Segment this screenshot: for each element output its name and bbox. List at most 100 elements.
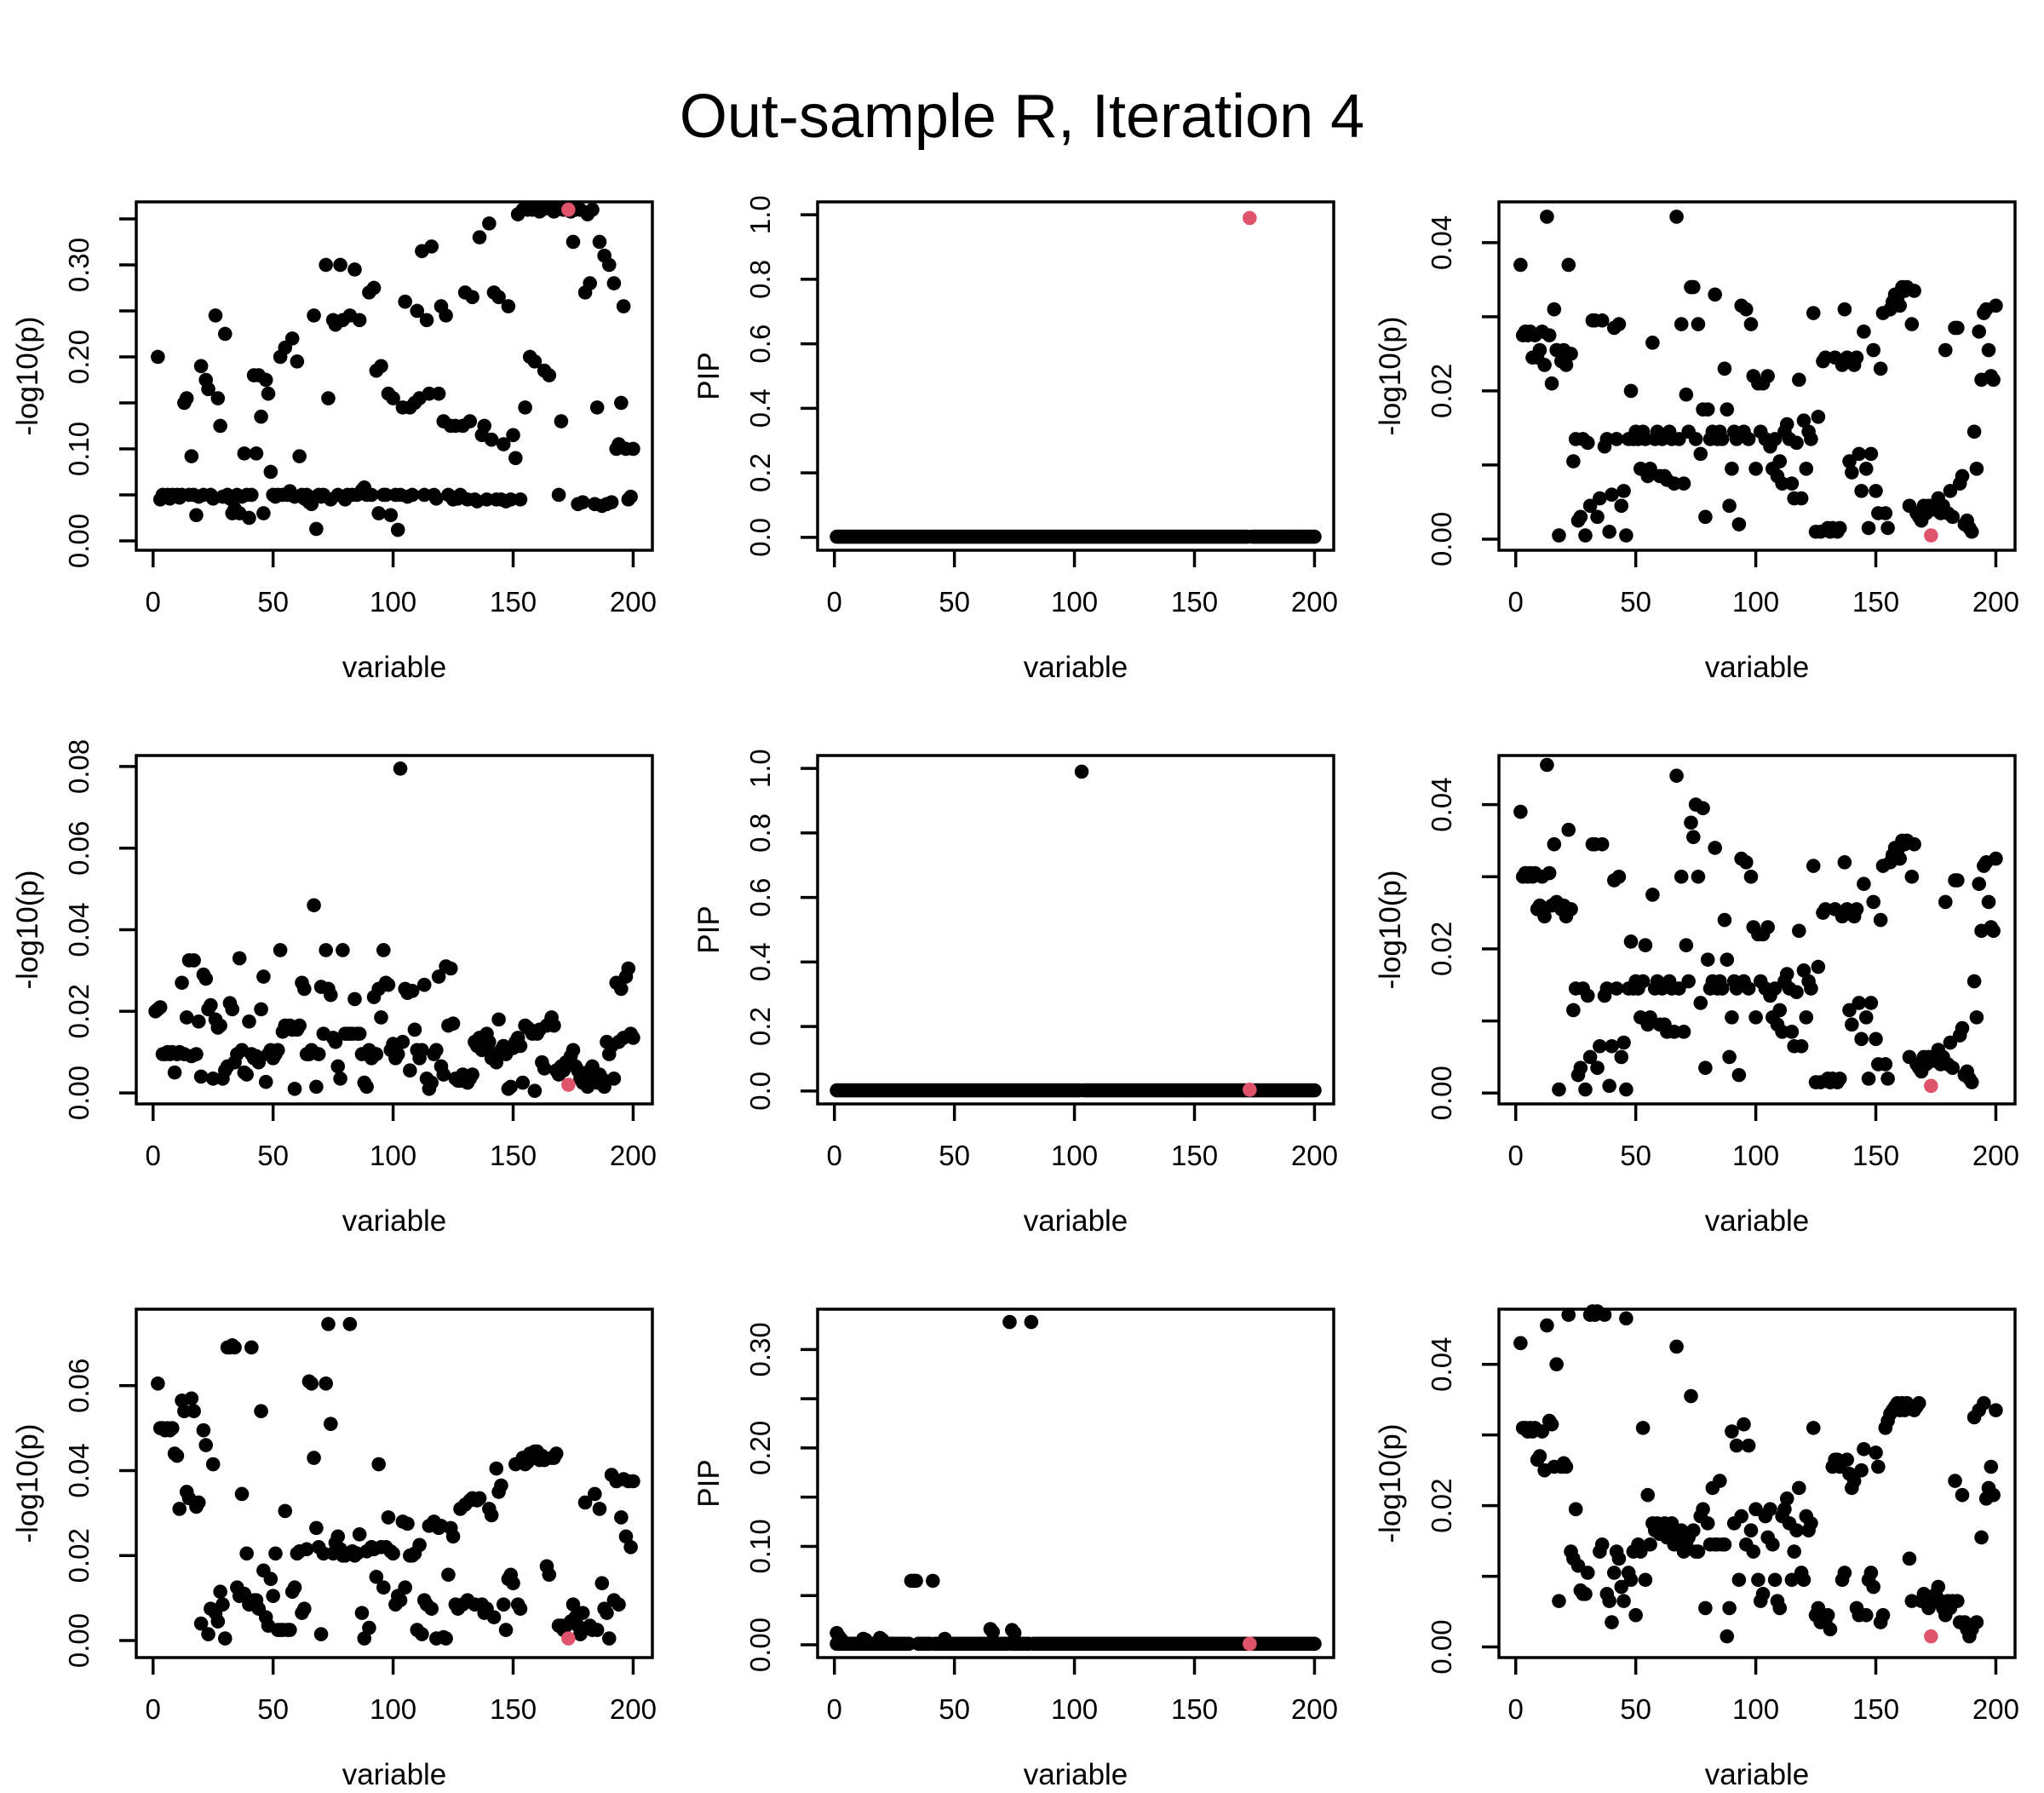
x-tick-label: 100 bbox=[1732, 1140, 1779, 1171]
data-point bbox=[1590, 1060, 1605, 1075]
data-point bbox=[1880, 1072, 1895, 1086]
data-point bbox=[1799, 461, 1814, 476]
data-point bbox=[1720, 402, 1735, 417]
data-point bbox=[1593, 491, 1607, 506]
data-point bbox=[405, 487, 420, 503]
data-point bbox=[1307, 529, 1322, 544]
data-point bbox=[244, 487, 259, 503]
data-point bbox=[398, 1580, 412, 1595]
x-tick-label: 100 bbox=[1732, 586, 1779, 618]
y-tick-label: 0.10 bbox=[63, 422, 95, 476]
data-point bbox=[352, 1026, 367, 1041]
data-point bbox=[354, 1606, 370, 1620]
data-point bbox=[1540, 757, 1554, 773]
data-point bbox=[1796, 963, 1811, 978]
data-point bbox=[1796, 1572, 1811, 1588]
data-point bbox=[1643, 461, 1657, 476]
x-axis: 0 50 100 150 200 variable bbox=[146, 1104, 657, 1238]
data-point bbox=[1964, 524, 1979, 539]
data-point bbox=[400, 1516, 415, 1532]
data-point bbox=[1846, 1474, 1862, 1488]
data-points bbox=[830, 1314, 1322, 1652]
plot-canvas: 0 50 100 150 200 variable 0.00 0.10 0.20 0.30 PIP bbox=[692, 1307, 1338, 1791]
highlight-point bbox=[1924, 528, 1938, 543]
data-point bbox=[1638, 938, 1653, 953]
data-point bbox=[1852, 996, 1867, 1010]
data-point bbox=[371, 506, 386, 520]
data-point bbox=[1594, 1537, 1610, 1552]
y-tick-label: 0.00 bbox=[63, 1613, 95, 1668]
data-point bbox=[381, 977, 396, 992]
plot-canvas: 0 50 100 150 200 variable 0.00 0.02 0.04 -log10(p… bbox=[1374, 1304, 2019, 1791]
data-point bbox=[1869, 1445, 1883, 1460]
data-point bbox=[1597, 1307, 1612, 1322]
data-point bbox=[254, 1002, 268, 1017]
data-point bbox=[424, 1075, 439, 1090]
data-point bbox=[1767, 981, 1783, 996]
data-point bbox=[198, 971, 214, 986]
data-point bbox=[1892, 851, 1908, 866]
data-point bbox=[1614, 498, 1629, 514]
data-point bbox=[232, 951, 247, 966]
scatter-plot-r2c3-neglog10p: 0 50 100 150 200 variable 0.00 0.02 0.04 -log10(p… bbox=[1363, 681, 2044, 1238]
data-point bbox=[1986, 1487, 2001, 1503]
data-point bbox=[597, 1079, 611, 1095]
data-point bbox=[1593, 1038, 1607, 1054]
data-point bbox=[1544, 376, 1559, 391]
data-point bbox=[1698, 1600, 1713, 1616]
data-point bbox=[465, 290, 479, 305]
data-point bbox=[1698, 1060, 1713, 1075]
scatter-plot-r1c2-pip: 0 50 100 150 200 variable 0.0 0.2 0.4 0.6 0.8 1.0 PI… bbox=[681, 128, 1363, 684]
data-point bbox=[1989, 298, 2003, 313]
data-point bbox=[1837, 1566, 1852, 1580]
y-tick-label: 1.0 bbox=[744, 195, 776, 234]
data-point bbox=[175, 975, 189, 991]
data-point bbox=[324, 1417, 338, 1431]
data-point bbox=[1854, 1032, 1869, 1047]
highlight-point bbox=[1243, 1636, 1257, 1652]
data-point bbox=[445, 1016, 461, 1031]
data-point bbox=[1594, 836, 1610, 852]
data-point bbox=[1007, 1625, 1022, 1641]
data-point bbox=[256, 969, 271, 984]
data-point bbox=[1840, 1452, 1854, 1468]
data-point bbox=[1720, 1629, 1735, 1644]
data-point bbox=[1989, 1403, 2003, 1417]
x-tick-label: 150 bbox=[490, 586, 537, 618]
data-point bbox=[1513, 257, 1528, 273]
data-point bbox=[606, 276, 622, 290]
data-point bbox=[1635, 1421, 1651, 1435]
data-point bbox=[374, 1010, 388, 1025]
data-point bbox=[1722, 1600, 1737, 1616]
data-point bbox=[614, 1510, 629, 1525]
y-tick-label: 0.02 bbox=[1426, 364, 1457, 418]
y-tick-label: 0.2 bbox=[744, 453, 776, 492]
x-axis: 0 50 100 150 200 variable bbox=[1508, 1104, 2019, 1238]
y-tick-label: 0.4 bbox=[744, 942, 776, 981]
data-point bbox=[369, 1047, 384, 1061]
x-tick-label: 50 bbox=[939, 1140, 970, 1171]
data-point bbox=[1731, 1067, 1747, 1083]
data-point bbox=[1875, 1607, 1891, 1623]
data-point bbox=[398, 294, 412, 309]
highlight-point bbox=[1243, 210, 1257, 226]
data-point bbox=[311, 1047, 326, 1061]
data-point bbox=[1849, 350, 1864, 365]
x-tick-label: 0 bbox=[827, 1693, 842, 1725]
data-point bbox=[1806, 859, 1821, 873]
data-point bbox=[1619, 1311, 1633, 1326]
x-tick-label: 50 bbox=[1620, 586, 1651, 618]
data-point bbox=[1866, 342, 1881, 358]
data-point bbox=[575, 495, 590, 509]
data-point bbox=[1950, 1594, 1965, 1608]
data-point bbox=[1743, 869, 1759, 884]
data-point bbox=[575, 1606, 590, 1620]
data-point bbox=[1686, 830, 1701, 844]
data-point bbox=[1609, 981, 1624, 996]
data-point bbox=[330, 1529, 346, 1544]
data-point bbox=[1743, 317, 1759, 331]
data-point bbox=[364, 487, 379, 503]
data-point bbox=[395, 1034, 411, 1049]
scatter-plot-r1c1-neglog10p: 0 50 100 150 200 variable 0.00 0.10 0.20 0.30 -log… bbox=[0, 128, 681, 684]
data-point bbox=[588, 1486, 602, 1502]
